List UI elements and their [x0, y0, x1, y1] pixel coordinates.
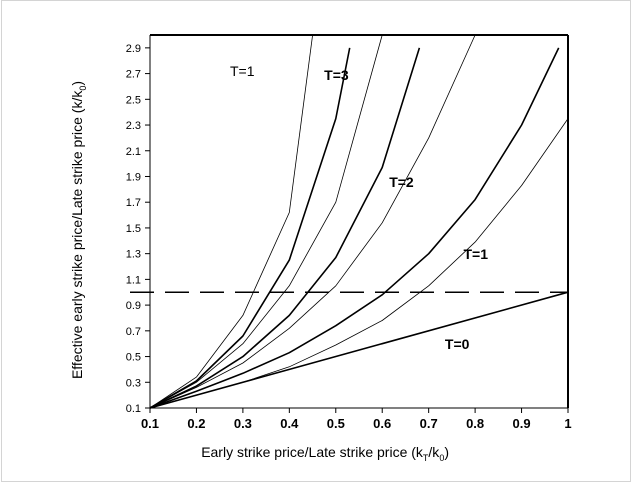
- x-tick-label: 0.9: [513, 416, 531, 431]
- curve-label: T=0: [445, 336, 470, 352]
- axis-ticks: [145, 47, 569, 413]
- y-tick-label: 1.3: [126, 249, 141, 261]
- series-line-1: [149, 118, 569, 409]
- series-line-4: [149, 47, 421, 409]
- y-tick-label: 2.9: [126, 43, 141, 55]
- series-line-6: [149, 47, 351, 409]
- curve-label: T=2: [389, 174, 414, 190]
- y-tick-label: 1.9: [126, 171, 141, 183]
- curve-labels: T=1 T=3 T=2 T=1 T=0: [230, 63, 488, 352]
- series-line-7: [149, 34, 313, 409]
- x-tick-label: 0.4: [280, 416, 299, 431]
- y-tick-label: 2.3: [126, 120, 141, 132]
- curve-label: T=3: [324, 67, 349, 83]
- y-tick-label: 2.5: [126, 94, 141, 106]
- curve-label: T=1: [464, 246, 489, 262]
- y-tick-label: 2.1: [126, 146, 141, 158]
- y-tick-label: 0.1: [126, 403, 141, 415]
- y-tick-label: 1.5: [126, 223, 141, 235]
- y-tick-label: 0.5: [126, 352, 141, 364]
- x-tick-label: 0.3: [234, 416, 252, 431]
- x-tick-label: 0.2: [187, 416, 205, 431]
- y-tick-label: 0.3: [126, 377, 141, 389]
- y-tick-label: 2.7: [126, 69, 141, 81]
- x-tick-label: 0.5: [327, 416, 345, 431]
- x-tick-label: 0.1: [141, 416, 159, 431]
- x-tick-label: 0.8: [466, 416, 484, 431]
- x-axis-title: Early strike price/Late strike price (kT…: [201, 444, 449, 463]
- x-tick-label: 0.7: [420, 416, 438, 431]
- axis-tick-labels: 0.1 0.2 0.3 0.4 0.5 0.6 0.7 0.8 0.9 1 0.1 0.3 0.5 0.7…: [126, 43, 572, 431]
- series-line-3: [149, 34, 476, 409]
- y-tick-label: 0.7: [126, 326, 141, 338]
- series-line-2: [149, 47, 560, 409]
- x-tick-label: 1: [564, 416, 571, 431]
- plot-frame: [149, 34, 569, 409]
- y-tick-label: 1.7: [126, 197, 141, 209]
- y-tick-label: 0.9: [126, 300, 141, 312]
- series-line-5: [149, 34, 383, 409]
- series-layer: [149, 34, 569, 409]
- curve-label: T=1: [230, 63, 255, 79]
- y-tick-label: 1.1: [126, 274, 141, 286]
- y-axis-title: Effective early strike price/Late strike…: [69, 81, 88, 379]
- x-tick-label: 0.6: [373, 416, 391, 431]
